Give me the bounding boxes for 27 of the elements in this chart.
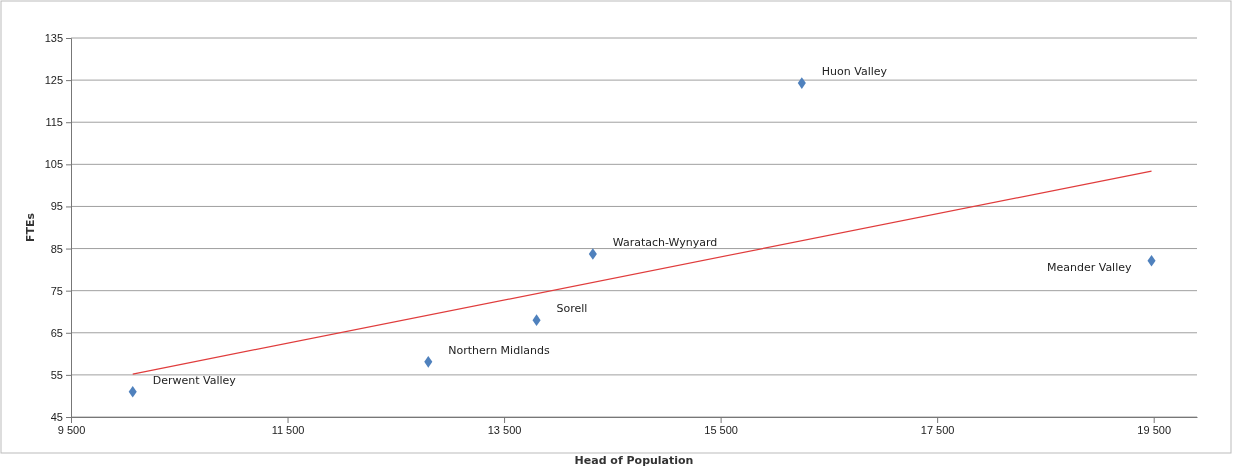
y-tick-label: 115 bbox=[45, 116, 63, 129]
x-tick-label: 19 500 bbox=[1137, 423, 1172, 436]
y-axis-title: FTEs bbox=[24, 212, 37, 243]
x-axis-title: Head of Population bbox=[574, 454, 694, 467]
x-tick-label: 9 500 bbox=[57, 423, 86, 436]
y-tick-label: 95 bbox=[50, 200, 63, 213]
x-tick-label: 15 500 bbox=[704, 423, 738, 436]
y-tick-label: 75 bbox=[50, 284, 63, 297]
x-tick-label: 13 500 bbox=[487, 423, 522, 436]
y-tick-label: 55 bbox=[50, 368, 63, 381]
y-tick-label: 125 bbox=[44, 74, 63, 87]
annotation: Northern Midlands bbox=[448, 343, 550, 357]
annotation: Huon Valley bbox=[821, 65, 888, 79]
y-tick-label: 85 bbox=[50, 242, 63, 255]
y-tick-label: 65 bbox=[50, 326, 63, 339]
point bbox=[797, 77, 806, 89]
point bbox=[532, 314, 541, 326]
y-tick-label: 105 bbox=[44, 158, 63, 171]
annotation: Waratach-Wynyard bbox=[612, 236, 718, 250]
y-tick-label: 135 bbox=[44, 32, 63, 45]
annotation: Sorell bbox=[556, 302, 588, 316]
x-tick-label: 17 500 bbox=[920, 423, 955, 436]
annotation: Meander Valley bbox=[1046, 260, 1133, 274]
point bbox=[588, 248, 597, 260]
x-tick-label: 11 500 bbox=[271, 423, 305, 436]
annotation: Derwent Valley bbox=[152, 373, 237, 387]
y-tick-label: 45 bbox=[50, 411, 63, 424]
